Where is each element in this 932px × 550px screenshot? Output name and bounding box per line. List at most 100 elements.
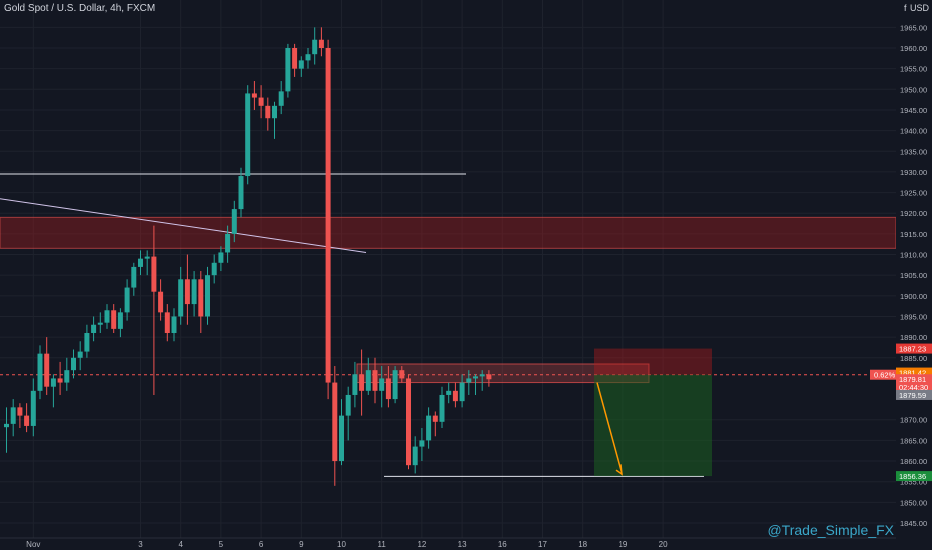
price-tick-label: 1850.00 xyxy=(900,498,927,507)
take-profit-zone xyxy=(594,374,712,477)
price-tick-label: 1925.00 xyxy=(900,189,927,198)
candle-body xyxy=(117,312,123,329)
candle-body xyxy=(352,374,358,395)
price-badge xyxy=(896,367,932,378)
candle-body xyxy=(452,390,458,402)
change-badge-text: 0.62% xyxy=(874,371,896,380)
resistance-zone xyxy=(0,216,897,249)
time-tick-label: 11 xyxy=(378,540,387,549)
price-badge-text: 02:44:30 xyxy=(899,383,928,392)
price-badge xyxy=(896,389,932,400)
short-position-tool xyxy=(594,348,712,477)
candle-body xyxy=(57,378,63,383)
symbol-title[interactable]: Gold Spot / U.S. Dollar, 4h, FXCM xyxy=(4,3,156,14)
currency-label[interactable]: USD xyxy=(910,3,930,13)
candle-body xyxy=(218,252,224,263)
price-tick-label: 1870.00 xyxy=(900,416,927,425)
price-tick-label: 1940.00 xyxy=(900,127,927,136)
price-tick-label: 1890.00 xyxy=(900,333,927,342)
candle-body xyxy=(473,376,478,379)
price-tick-label: 1960.00 xyxy=(900,44,927,53)
price-tick-label: 1905.00 xyxy=(900,271,927,280)
time-tick-label: Nov xyxy=(26,540,40,549)
candle-body xyxy=(339,415,344,462)
candle-body xyxy=(419,440,425,447)
time-tick-label: 10 xyxy=(337,540,346,549)
zones xyxy=(0,216,897,384)
candle-body xyxy=(97,322,103,325)
candle-body xyxy=(77,351,83,358)
price-badge-text: 1856.36 xyxy=(899,472,926,481)
candle-body xyxy=(265,105,271,119)
candle-body xyxy=(439,394,445,422)
price-axis: 1965.00 1960.00 1955.00 1950.00 1945.00 1940.… xyxy=(870,0,932,550)
candle-body xyxy=(372,370,378,391)
candle-body xyxy=(325,48,331,383)
candle-body xyxy=(318,39,324,48)
price-badge-text: 1879.81 xyxy=(899,375,926,384)
price-tick-label: 1865.00 xyxy=(900,436,927,445)
candle-body xyxy=(359,374,365,391)
candle-body xyxy=(171,316,177,333)
candle-body xyxy=(272,105,277,119)
log-toggle[interactable]: f xyxy=(904,3,907,13)
time-tick-label: 13 xyxy=(458,540,467,549)
candle-body xyxy=(459,382,465,402)
time-tick-label: 20 xyxy=(659,540,668,549)
price-tick-label: 1900.00 xyxy=(900,292,927,301)
time-tick-label: 16 xyxy=(498,540,507,549)
candle-body xyxy=(71,357,76,371)
candle-body xyxy=(392,370,398,400)
time-axis: 30Nov34569101112131617181920 xyxy=(0,537,896,549)
candle-body xyxy=(298,60,304,69)
stop-loss-zone xyxy=(594,348,712,375)
candle-body xyxy=(10,407,16,424)
candle-body xyxy=(91,324,97,333)
candle-body xyxy=(426,415,432,441)
candle-body xyxy=(365,370,371,391)
candle-body xyxy=(131,266,137,288)
candle-body xyxy=(24,415,30,426)
price-tick-label: 1845.00 xyxy=(900,519,927,528)
arrow-head xyxy=(615,464,623,476)
time-tick-label: 17 xyxy=(538,540,547,549)
candle-body xyxy=(4,423,9,428)
candle-body xyxy=(64,370,70,383)
price-badge xyxy=(896,343,932,354)
price-badge xyxy=(896,374,932,385)
candles xyxy=(4,27,492,486)
candle-body xyxy=(178,279,184,317)
candle-body xyxy=(412,446,418,466)
price-badge-text: 1881.42 xyxy=(899,369,926,378)
price-tick-label: 1935.00 xyxy=(900,147,927,156)
candle-body xyxy=(432,415,438,422)
candle-body xyxy=(225,233,231,253)
price-tick-label: 1885.00 xyxy=(900,354,927,363)
candle-body xyxy=(37,353,43,391)
candle-body xyxy=(486,374,492,380)
price-tick-label: 1895.00 xyxy=(900,312,927,321)
price-badge xyxy=(896,471,932,482)
candle-body xyxy=(158,291,164,313)
candle-body xyxy=(198,279,204,317)
candle-body xyxy=(479,374,485,377)
watermark: @Trade_Simple_FX xyxy=(767,522,894,538)
price-axis-bg xyxy=(896,0,932,550)
candle-body xyxy=(164,312,170,333)
candle-body xyxy=(379,378,385,391)
candle-body xyxy=(345,394,351,416)
candle-body xyxy=(305,54,311,61)
candle-body xyxy=(332,382,338,462)
candle-body xyxy=(466,378,472,383)
candle-body xyxy=(446,390,452,395)
candle-body xyxy=(104,310,110,323)
time-tick-label: 12 xyxy=(417,540,426,549)
price-tick-label: 1855.00 xyxy=(900,478,927,487)
time-tick-label: 18 xyxy=(578,540,587,549)
entry-zone xyxy=(356,363,650,384)
candle-body xyxy=(285,48,291,92)
candle-body xyxy=(50,378,56,387)
time-tick-label: 5 xyxy=(219,540,224,549)
